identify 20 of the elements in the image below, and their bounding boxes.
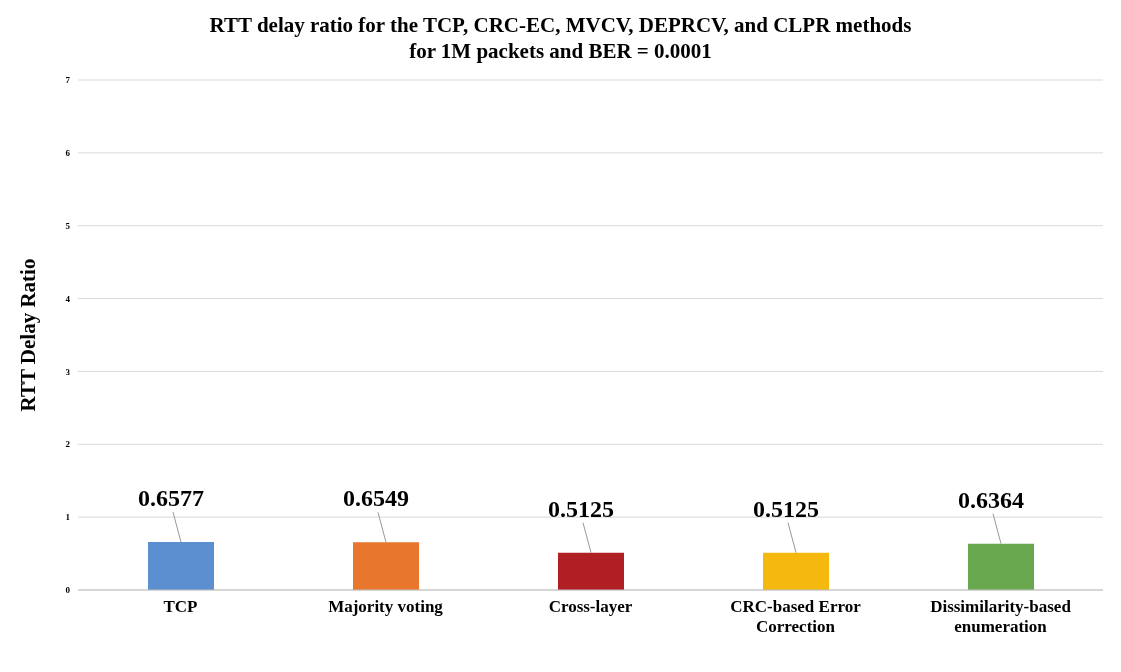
data-label: 0.5125 [753, 495, 819, 522]
data-label: 0.6364 [958, 486, 1024, 513]
x-tick-label: CRC-based Error Correction [730, 597, 862, 636]
chart-title: RTT delay ratio for the TCP, CRC-EC, MVCV, DEPRCV, and CLPR methods for 1M packets and BER = 0.0001 [208, 12, 913, 64]
y-tick-label: 2 [65, 439, 71, 450]
y-tick-label: 4 [65, 293, 71, 304]
data-label: 0.5125 [548, 495, 614, 522]
y-axis-title: RTT Delay Ratio [16, 258, 41, 412]
x-tick-label: TCP [163, 597, 198, 616]
y-tick-label: 5 [65, 220, 71, 231]
x-tick-label: Dissimilarity-based enumeration [930, 597, 1072, 636]
y-tick-label: 6 [65, 148, 71, 159]
data-label: 0.6549 [343, 485, 409, 512]
y-tick-label: 1 [65, 512, 71, 523]
x-tick-label: Cross-layer [548, 597, 633, 616]
data-label: 0.6577 [138, 485, 204, 512]
y-tick-label: 0 [65, 585, 71, 596]
x-tick-label: Majority voting [328, 597, 444, 616]
y-tick-label: 7 [65, 75, 71, 86]
y-tick-label: 3 [65, 366, 71, 377]
